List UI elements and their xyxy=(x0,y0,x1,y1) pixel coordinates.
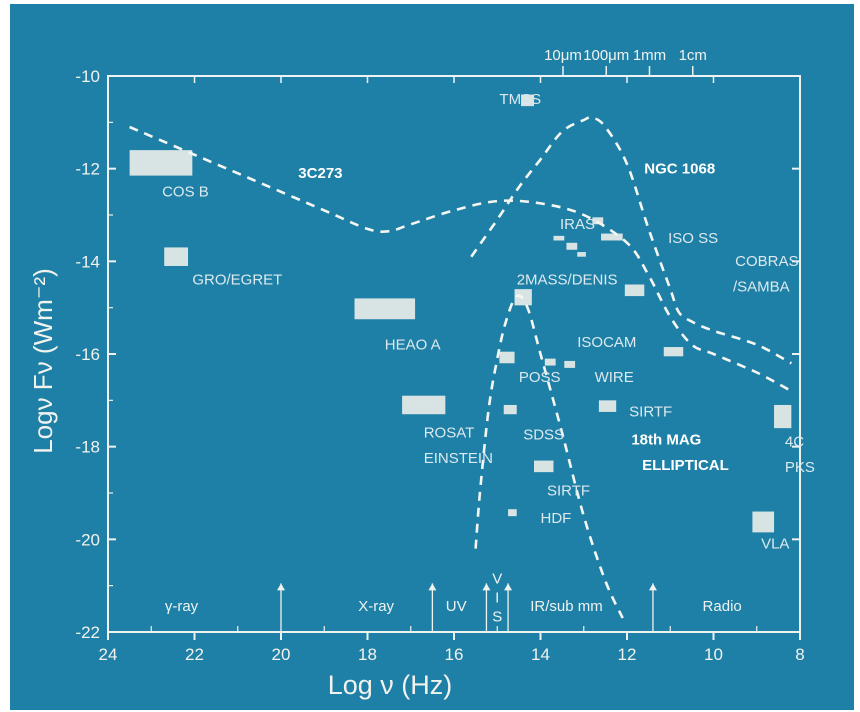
x-tick-label: 12 xyxy=(618,645,637,664)
survey-box xyxy=(752,511,775,533)
vis-letter: I xyxy=(495,589,499,606)
annotation-label: SDSS xyxy=(523,427,564,444)
survey-boxes xyxy=(129,94,792,533)
x-tick-label: 18 xyxy=(358,645,377,664)
y-tick-label: -10 xyxy=(75,67,100,86)
survey-box xyxy=(499,351,515,364)
annotation-label: POSS xyxy=(519,369,561,386)
annotation-label: IRAS xyxy=(560,216,595,233)
survey-box xyxy=(521,94,535,107)
survey-box xyxy=(129,150,193,176)
annotation-label: 2MASS/DENIS xyxy=(517,272,618,289)
annotation-label: 4C xyxy=(785,434,804,451)
survey-box xyxy=(354,298,416,320)
annotation-label: ISOCAM xyxy=(577,334,636,351)
annotation-label: ISO SS xyxy=(668,230,718,247)
x-axis-title: Log ν (Hz) xyxy=(328,670,453,700)
wavelength-tick-label: 100μm xyxy=(583,47,629,64)
survey-box xyxy=(534,460,554,473)
survey-box xyxy=(577,252,586,257)
annotation-label: /SAMBA xyxy=(733,278,790,295)
y-tick-label: -12 xyxy=(75,160,100,179)
y-tick-label: -18 xyxy=(75,438,100,457)
annotation-label: PKS xyxy=(785,459,815,476)
annotation-label: HEAO A xyxy=(385,336,441,353)
annotation-label: 3C273 xyxy=(298,165,342,182)
annotation-label: SIRTF xyxy=(547,482,590,499)
survey-box xyxy=(663,347,684,357)
annotation-labels: 3C273 NGC 1068 TMSS COS B GRO/EGRET IRAS ISO S… xyxy=(162,91,815,553)
x-tick-label: 16 xyxy=(445,645,464,664)
survey-box xyxy=(566,242,578,250)
band-label: IR/sub mm xyxy=(530,598,603,615)
band-labels: γ-ray X-ray UV IR/sub mm Radio VIS xyxy=(165,570,742,632)
band-arrowhead xyxy=(504,583,513,591)
sed-curve xyxy=(470,115,793,365)
survey-box xyxy=(774,404,792,429)
sed-curve xyxy=(474,294,624,619)
annotation-label: EINSTEIN xyxy=(424,450,493,467)
annotation-label: NGC 1068 xyxy=(644,160,715,177)
x-tick-label: 24 xyxy=(99,645,118,664)
sed-chart: 24 22 20 18 16 14 12 10 8 -10 -12 -14 -16 -18 -20 -22 10… xyxy=(28,47,815,700)
band-label: γ-ray xyxy=(165,598,199,615)
y-tick-label: -22 xyxy=(75,623,100,642)
survey-box xyxy=(544,358,556,366)
survey-box xyxy=(601,233,623,241)
annotation-label: GRO/EGRET xyxy=(192,272,282,289)
survey-box xyxy=(624,284,645,297)
y-axis-title: Logν Fν (Wm⁻²) xyxy=(28,268,58,454)
survey-box xyxy=(564,360,576,368)
survey-box xyxy=(164,247,189,266)
wavelength-tick-label: 1cm xyxy=(679,47,707,64)
band-arrowhead xyxy=(428,583,437,591)
y-tick-label: -14 xyxy=(75,252,100,271)
annotation-label: 18th MAG xyxy=(631,431,701,448)
band-arrowhead xyxy=(648,583,657,591)
annotation-label: VLA xyxy=(761,536,789,553)
y-tick-label: -16 xyxy=(75,345,100,364)
x-tick-label: 14 xyxy=(531,645,550,664)
sed-curves xyxy=(129,115,793,619)
vis-letter: S xyxy=(492,608,502,625)
plot-frame: 24 22 20 18 16 14 12 10 8 -10 -12 -14 -16 -18 -20 -22 10… xyxy=(75,47,804,664)
wavelength-tick-label: 10μm xyxy=(544,47,582,64)
y-tick-label: -20 xyxy=(75,530,100,549)
annotation-label: ROSAT xyxy=(424,424,475,441)
annotation-label: HDF xyxy=(541,510,572,527)
band-label: Radio xyxy=(703,598,742,615)
annotation-label: COS B xyxy=(162,183,209,200)
survey-box xyxy=(508,509,517,517)
x-tick-label: 10 xyxy=(704,645,723,664)
x-tick-label: 20 xyxy=(272,645,291,664)
band-arrowhead xyxy=(482,583,491,591)
x-tick-label: 22 xyxy=(185,645,204,664)
survey-box xyxy=(598,400,617,412)
survey-box xyxy=(503,404,517,415)
band-label: UV xyxy=(446,598,467,615)
annotation-label: TMSS xyxy=(499,91,541,108)
survey-box xyxy=(553,235,565,241)
annotation-label: COBRAS xyxy=(735,253,798,270)
wavelength-tick-label: 1mm xyxy=(633,47,666,64)
annotation-label: ELLIPTICAL xyxy=(642,457,729,474)
chart-panel: 24 22 20 18 16 14 12 10 8 -10 -12 -14 -16 -18 -20 -22 10… xyxy=(10,4,854,710)
annotation-label: WIRE xyxy=(595,369,634,386)
band-label: X-ray xyxy=(358,598,394,615)
vis-letter: V xyxy=(492,570,502,587)
x-tick-label: 8 xyxy=(795,645,804,664)
survey-box xyxy=(402,395,446,415)
annotation-label: SIRTF xyxy=(629,404,672,421)
band-arrowhead xyxy=(277,583,285,591)
